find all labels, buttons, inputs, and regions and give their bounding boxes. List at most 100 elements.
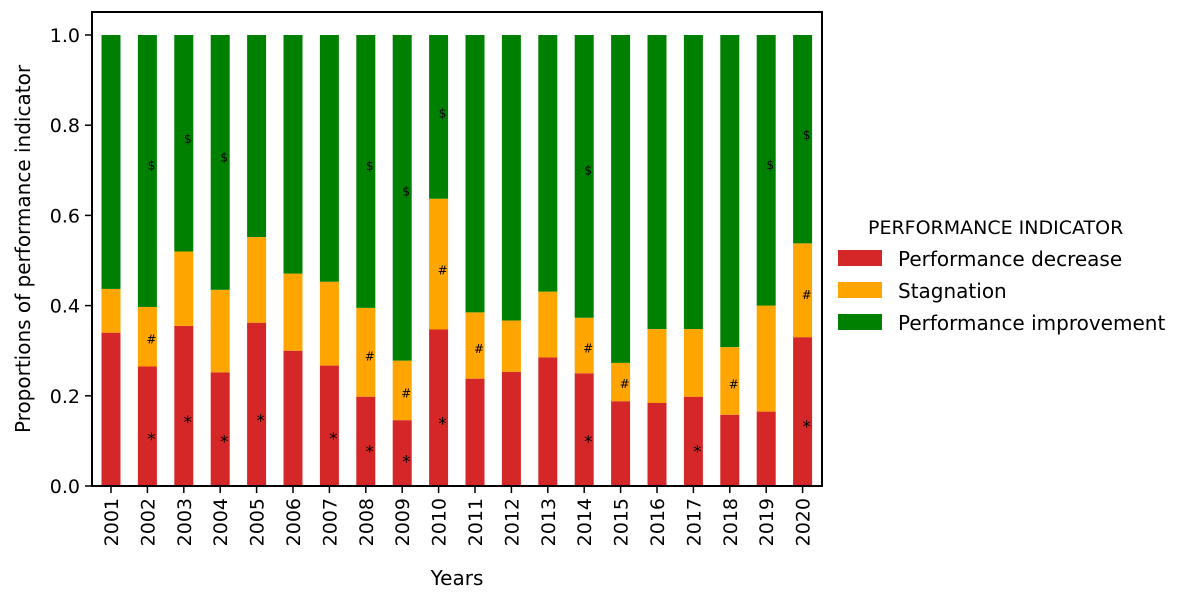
y-axis: 0.0 0.2 0.4 0.6 0.8 1.0 (50, 25, 92, 498)
bar-stagnation-2016 (647, 329, 667, 404)
legend-label: Performance improvement (898, 311, 1165, 335)
x-tick-label: 2013 (538, 498, 560, 546)
significance-marker: * (329, 429, 338, 449)
x-tick-label: 2005 (247, 498, 269, 546)
bar-performance-decrease-2013 (538, 357, 558, 486)
significance-marker: $ (402, 184, 410, 198)
x-tick-label: 2007 (319, 498, 341, 546)
y-tick-label: 0.4 (50, 296, 80, 318)
bar-performance-decrease-2017 (683, 396, 703, 486)
legend-swatch (838, 282, 882, 298)
significance-marker: # (474, 342, 484, 356)
legend-label: Performance decrease (898, 247, 1122, 271)
bar-stagnation-2015 (611, 362, 631, 402)
bar-performance-decrease-2016 (647, 403, 667, 486)
significance-marker: * (402, 452, 411, 472)
bar-stagnation-2019 (756, 305, 776, 412)
bar-stagnation-2020 (793, 243, 813, 338)
bar-performance-improvement-2011 (465, 35, 485, 313)
legend-label: Stagnation (898, 279, 1007, 303)
bar-performance-improvement-2018 (720, 35, 740, 348)
markers-group: * * * * * * * * * * * # # # # # # # # # $ $ $ $ $ $ $ $ $ (146, 107, 811, 473)
significance-marker: $ (184, 132, 192, 146)
x-tick-label: 2002 (137, 498, 159, 546)
x-tick-label: 2004 (210, 498, 232, 546)
x-tick-label: 2010 (429, 498, 451, 546)
significance-marker: * (147, 430, 156, 450)
x-tick-label: 2012 (501, 498, 523, 546)
significance-marker: $ (803, 128, 811, 142)
bar-performance-decrease-2018 (720, 414, 740, 486)
bar-performance-improvement-2009 (392, 35, 412, 361)
bar-stagnation-2005 (247, 237, 267, 323)
significance-marker: * (184, 413, 193, 433)
significance-marker: # (146, 333, 156, 347)
bar-stagnation-2014 (574, 317, 594, 374)
bar-stagnation-2011 (465, 312, 485, 379)
bar-stagnation-2013 (538, 291, 558, 358)
x-tick-label: 2015 (611, 498, 633, 546)
bar-performance-decrease-2005 (247, 322, 267, 486)
x-tick-label: 2014 (574, 498, 596, 546)
bar-performance-decrease-2003 (174, 325, 194, 486)
bar-performance-improvement-2017 (683, 35, 703, 330)
x-tick-label: 2018 (720, 498, 742, 546)
bar-performance-improvement-2016 (647, 35, 667, 330)
bar-performance-improvement-2001 (101, 35, 121, 289)
significance-marker: $ (766, 158, 774, 172)
x-tick-label: 2008 (356, 498, 378, 546)
bar-stagnation-2001 (101, 288, 121, 333)
significance-marker: * (693, 442, 702, 462)
significance-marker: $ (220, 150, 228, 164)
significance-marker: * (584, 433, 593, 453)
x-tick-label: 2003 (174, 498, 196, 546)
significance-marker: # (583, 341, 593, 355)
bar-performance-improvement-2010 (429, 35, 449, 199)
bar-performance-improvement-2002 (137, 35, 157, 307)
bar-performance-improvement-2007 (319, 35, 339, 282)
significance-marker: # (438, 264, 448, 278)
x-tick-label: 2016 (647, 498, 669, 546)
bar-performance-decrease-2006 (283, 350, 303, 486)
bar-stagnation-2018 (720, 347, 740, 415)
bar-performance-decrease-2015 (611, 401, 631, 486)
y-tick-label: 0.0 (50, 476, 80, 498)
x-tick-label: 2001 (101, 498, 123, 546)
bar-performance-decrease-2020 (793, 337, 813, 486)
bar-performance-improvement-2006 (283, 35, 303, 274)
bar-performance-decrease-2011 (465, 378, 485, 486)
legend-swatch (838, 250, 882, 266)
bar-performance-improvement-2013 (538, 35, 558, 292)
bar-performance-improvement-2020 (793, 35, 813, 244)
x-tick-label: 2009 (392, 498, 414, 546)
x-tick-label: 2020 (793, 498, 815, 546)
bar-performance-decrease-2014 (574, 373, 594, 486)
bar-performance-decrease-2002 (137, 366, 157, 486)
bar-performance-improvement-2015 (611, 35, 631, 363)
bar-stagnation-2007 (319, 281, 339, 366)
bar-stagnation-2002 (137, 306, 157, 367)
bar-performance-decrease-2001 (101, 332, 121, 486)
bar-stagnation-2008 (356, 307, 376, 397)
significance-marker: # (620, 377, 630, 391)
significance-marker: $ (584, 164, 592, 178)
bar-performance-decrease-2007 (319, 365, 339, 486)
significance-marker: # (365, 350, 375, 364)
significance-marker: # (802, 288, 812, 302)
legend-title: PERFORMANCE INDICATOR (868, 217, 1123, 239)
x-axis-title: Years (430, 566, 484, 590)
bar-stagnation-2004 (210, 289, 230, 373)
legend: PERFORMANCE INDICATOR Performance decrea… (838, 217, 1165, 335)
significance-marker: $ (439, 107, 447, 121)
bar-stagnation-2003 (174, 251, 194, 326)
x-axis: 2001 2002 2003 2004 2005 2006 2007 2008 2009 2010… (101, 486, 815, 546)
x-tick-label: 2011 (465, 498, 487, 546)
y-tick-label: 0.6 (50, 205, 80, 227)
bar-performance-decrease-2004 (210, 372, 230, 486)
bar-performance-improvement-2004 (210, 35, 230, 290)
bar-stagnation-2010 (429, 198, 449, 330)
y-tick-label: 0.2 (50, 386, 80, 408)
significance-marker: * (256, 411, 265, 431)
bar-stagnation-2017 (683, 329, 703, 397)
